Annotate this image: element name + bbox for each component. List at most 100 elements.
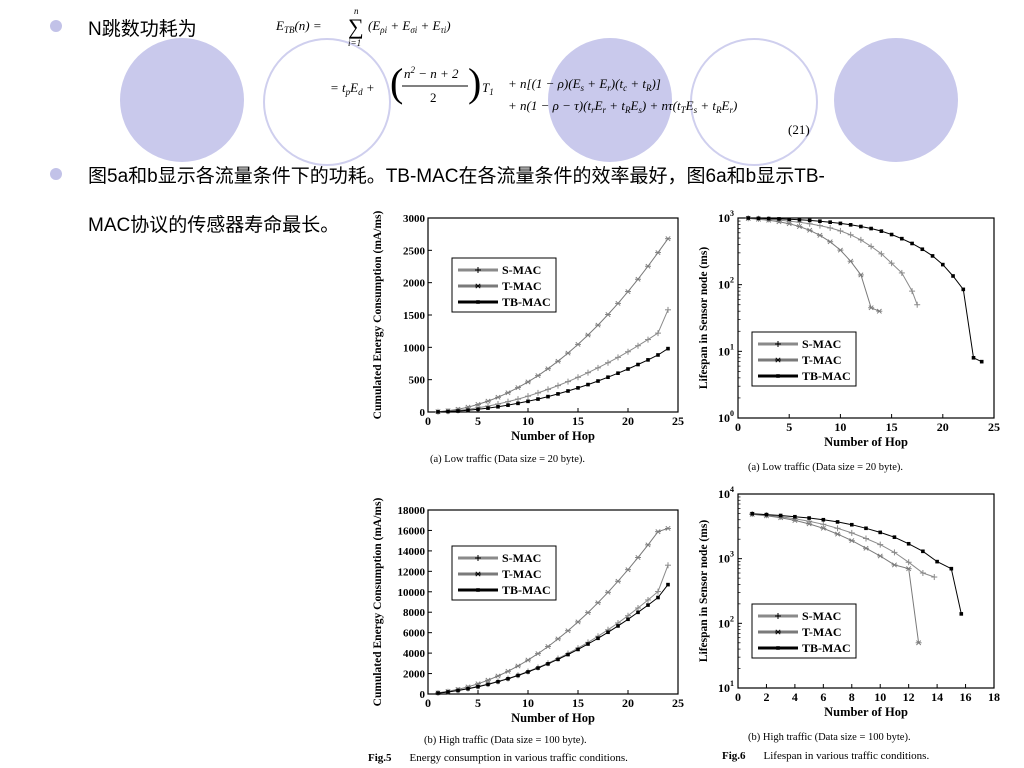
fig5a-xtick-label: 0 — [425, 414, 431, 428]
chart-fig5b: 0 5 10 15 20 25 0 2000 4000 6000 8000 10000 12000 140… — [366, 480, 688, 750]
fig5b-xtick-label: 5 — [475, 696, 481, 710]
fig5b-series-2-point — [466, 686, 470, 691]
fig5a-series-2-point — [446, 409, 450, 414]
bullet-text-2-line-2: MAC协议的传感器寿命最长。 — [88, 215, 340, 236]
fig6a-ylabel: Lifespan in Sensor node (ms) — [698, 247, 710, 389]
fig5b-ytick-label: 12000 — [398, 566, 426, 578]
fig5a-series-1-point — [595, 322, 601, 328]
fig6a-series-1-point — [816, 232, 823, 238]
fig6b-series-0-point — [820, 521, 827, 528]
fig5b-legend-label: T-MAC — [502, 567, 542, 581]
fig5a-series-2-point — [646, 358, 650, 362]
fig6a-series-0-point — [898, 269, 905, 276]
fig5a-ytick-label: 1000 — [403, 342, 426, 354]
fig5a-series-0-point — [545, 386, 551, 393]
fig6a-xlabel: Number of Hop — [824, 435, 908, 449]
fig6b-series-2-point — [959, 612, 964, 616]
fig5b-series-1-point — [495, 673, 501, 679]
fig5b-plot-frame — [427, 509, 679, 695]
fig5b-caption: (b) High traffic (Data size = 100 byte). — [424, 735, 587, 746]
fig5a-xlabel: Number of Hop — [511, 429, 595, 443]
fig5a-series-2-point — [536, 397, 540, 401]
fig5a-ytick-label: 1500 — [403, 310, 426, 322]
fig5b-xlabel: Number of Hop — [511, 711, 595, 725]
fig5b-series-2-point — [626, 617, 630, 622]
fig6b-series-1-point — [834, 531, 841, 537]
fig6b-xtick-label: 6 — [820, 690, 826, 704]
fig5b-ylabel: Cumulated Energy Consumption (mA/ms) — [372, 498, 384, 707]
fig5a-series-1-point — [535, 373, 541, 379]
fig5b-series-1-point — [485, 677, 491, 683]
fig6a-series-2-point — [746, 216, 751, 220]
fig6b-caption: (b) High traffic (Data size = 100 byte). — [748, 732, 911, 743]
chart-fig5a: 0 5 10 15 20 25 0 500 1000 1500 2000 2500 3000 Number… — [366, 210, 688, 468]
fig6a-xtick-label: 15 — [886, 420, 898, 434]
fig6a-xtick-label: 5 — [786, 420, 792, 434]
fig6a-ytick-label: 103 — [718, 209, 734, 225]
fig5-label: Fig.5 — [368, 752, 392, 764]
fig5b-series-2-line — [437, 584, 669, 694]
fig6a-series-0-point — [878, 250, 885, 257]
fig5a-series-1-point — [545, 366, 551, 372]
fig6a-series-2-point — [848, 223, 853, 227]
fig5a-series-0-point — [665, 306, 671, 313]
fig6a-series-1-point — [868, 305, 875, 311]
fig6b-series-1-point — [915, 640, 922, 646]
fig5b-ytick-label: 16000 — [398, 525, 426, 537]
fig5b-series-1-point — [595, 600, 601, 606]
fig5b-series-1-point — [645, 542, 651, 548]
fig6b-series-0-point — [905, 559, 912, 566]
fig6a-series-1-point — [837, 247, 844, 253]
fig6b-series-2-point — [892, 535, 897, 539]
fig5b-xtick-label: 10 — [522, 696, 534, 710]
fig5a-ytick-label: 0 — [420, 407, 426, 419]
svg-text:∑: ∑ — [348, 14, 364, 39]
fig5a-series-1-point — [505, 390, 511, 396]
fig5b-series-2-point — [446, 690, 450, 694]
fig6a-series-2-point — [930, 254, 935, 258]
fig6a-legend-label: S-MAC — [802, 337, 841, 351]
svg-text:n: n — [354, 6, 359, 16]
fig6b-legend-marker — [775, 613, 781, 619]
fig6b-series-0-point — [891, 549, 898, 556]
fig5b-series-1-point — [555, 636, 561, 642]
fig5b-series-1-point — [535, 651, 541, 657]
fig5b-series-2-point — [636, 610, 640, 615]
fig5a-series-2-point — [616, 371, 620, 375]
fig5b-ytick-label: 2000 — [403, 669, 426, 681]
fig5a-series-0-point — [625, 348, 631, 355]
fig5a-ytick-label: 500 — [409, 375, 426, 387]
fig6a-series-1-point — [847, 258, 854, 264]
svg-text:+ n[(1 − ρ)(Es + Er)(tc + tR)]: + n[(1 − ρ)(Es + Er)(tc + tR)] — [508, 76, 661, 93]
fig6b-series-2-point — [821, 517, 826, 522]
fig6b-xtick-label: 16 — [960, 690, 972, 704]
fig6a-ytick-exponent: 2 — [730, 276, 734, 285]
fig5b-legend-marker — [475, 555, 481, 561]
bullet-text-2-line-1: 图5a和b显示各流量条件下的功耗。TB-MAC在各流量条件的效率最好，图6a和b… — [88, 166, 825, 187]
fig6a-series-1-point — [786, 221, 793, 227]
fig6a-xtick-label: 10 — [834, 420, 846, 434]
fig5a-ytick-label: 2500 — [403, 245, 426, 257]
fig6a-plot-frame — [737, 217, 995, 419]
fig5a-ytick-label: 3000 — [403, 213, 426, 225]
fig5a-series-2-point — [516, 401, 520, 406]
fig6a-ytick-exponent: 3 — [730, 209, 734, 218]
fig6b-series-1-point — [905, 566, 912, 572]
fig5a-series-1-point — [605, 312, 611, 318]
fig6a-series-2-point — [971, 355, 976, 360]
fig5a-xtick-label: 20 — [622, 414, 634, 428]
fig5a-series-0-line — [437, 309, 669, 413]
fig6a-series-2-point — [807, 218, 812, 223]
fig5a-series-2-point — [596, 379, 600, 383]
fig6b-xlabel: Number of Hop — [824, 705, 908, 719]
fig5a-series-0-point — [655, 330, 661, 337]
fig6b-xtick-label: 10 — [874, 690, 886, 704]
fig5a-series-2-point — [496, 404, 500, 409]
fig5a-xtick-label: 15 — [572, 414, 584, 428]
fig5b-series-0-point — [635, 605, 641, 612]
fig5b-series-2-point — [536, 666, 540, 670]
fig5a-series-2-point — [466, 408, 470, 413]
fig5b-series-1-point — [515, 663, 521, 669]
